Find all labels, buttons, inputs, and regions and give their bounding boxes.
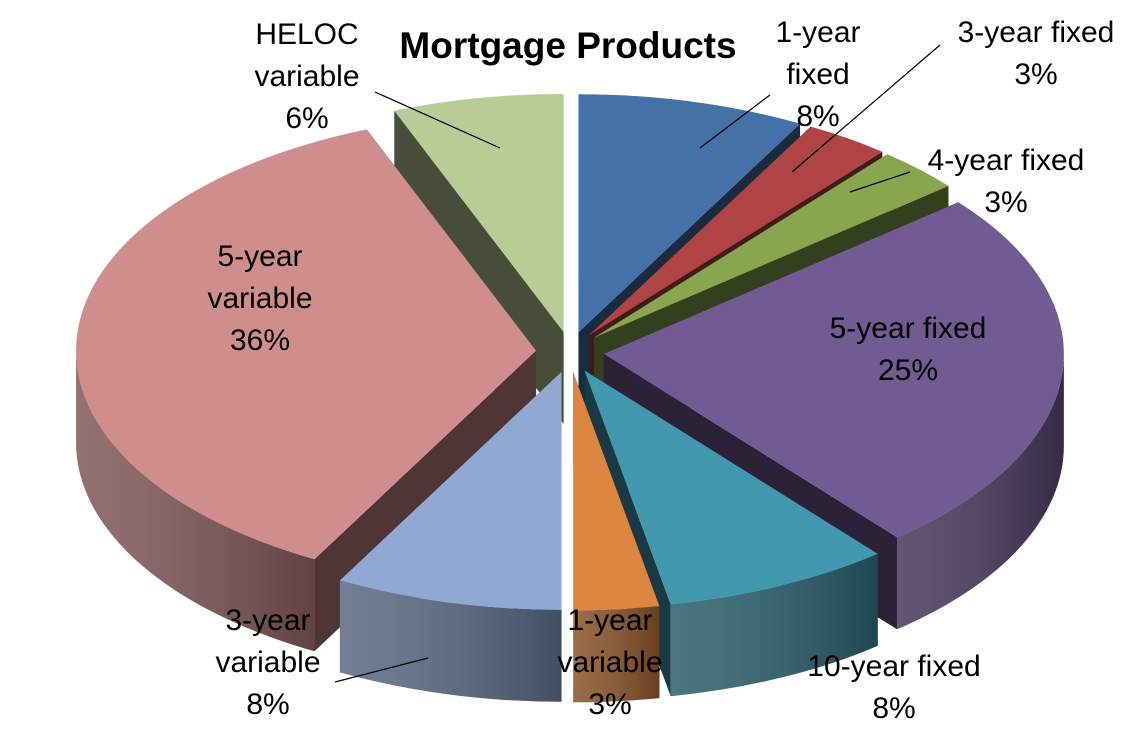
slice-top-3-year-fixed: [589, 126, 883, 336]
slice-label-line: 36%: [230, 324, 290, 357]
slice-outer-wall-shade: [339, 580, 562, 702]
slice-label-10-year-fixed: 10-year fixed 8%: [807, 650, 980, 725]
slice-label-line: 3%: [984, 186, 1027, 219]
slice-label-heloc-variable: HELOC variable 6%: [254, 18, 359, 135]
slice-outer-wall-shade: [76, 350, 315, 652]
slice-label-5-year-fixed: 5-year fixed 25%: [830, 312, 987, 387]
slice-3-year-variable: [339, 371, 562, 702]
slice-label-line: HELOC: [255, 18, 358, 51]
slice-label-line: 25%: [878, 354, 938, 387]
pie-slices: [76, 93, 1064, 703]
slice-label-line: variable: [254, 60, 359, 93]
leader-line-1-year-fixed: [699, 94, 771, 149]
slice-top-5-year-fixed: [603, 202, 1064, 538]
slice-top-5-year-variable: [76, 129, 537, 560]
slice-top-10-year-fixed: [584, 370, 878, 605]
slice-label-line: fixed: [786, 58, 849, 91]
slice-label-line: 1-year: [775, 16, 860, 49]
slice-label-line: 3-year fixed: [958, 16, 1115, 49]
slice-label-line: variable: [557, 646, 662, 679]
leader-line-heloc-variable: [374, 91, 501, 149]
slice-label-line: 1-year: [567, 604, 652, 637]
slice-label-1-year-variable: 1-year variable 3%: [557, 604, 662, 721]
slice-label-line: variable: [215, 646, 320, 679]
slice-top-3-year-variable: [339, 371, 562, 610]
slice-label-line: 4-year fixed: [928, 144, 1085, 177]
slice-label-line: 8%: [796, 100, 839, 133]
slice-label-5-year-variable: 5-year variable 36%: [207, 240, 312, 357]
slice-label-line: 5-year fixed: [830, 312, 987, 345]
slice-outer-wall-shade: [897, 353, 1064, 630]
slice-label-line: 3-year: [225, 604, 310, 637]
slice-outer-wall-shade: [670, 553, 878, 697]
leader-line-3-year-fixed: [791, 44, 941, 173]
slice-label-1-year-fixed: 1-year fixed 8%: [775, 16, 860, 133]
slice-label-line: variable: [207, 282, 312, 315]
slice-label-line: 3%: [1014, 58, 1057, 91]
slice-1-year-variable: [573, 372, 660, 703]
slice-label-3-year-fixed: 3-year fixed 3%: [958, 16, 1115, 91]
slice-label-line: 6%: [285, 102, 328, 135]
chart-title: Mortgage Products: [399, 25, 736, 66]
slice-top-1-year-fixed: [578, 94, 801, 333]
slice-label-line: 8%: [872, 692, 915, 725]
slice-label-line: 5-year: [217, 240, 302, 273]
slice-label-4-year-fixed: 4-year fixed 3%: [928, 144, 1085, 219]
slice-top-1-year-variable: [573, 372, 660, 611]
slice-5-year-variable: [76, 129, 537, 652]
leader-line-4-year-fixed: [849, 171, 911, 193]
slice-top-4-year-fixed: [594, 154, 949, 338]
slice-10-year-fixed: [584, 370, 878, 697]
slice-label-3-year-variable: 3-year variable 8%: [215, 604, 320, 721]
slice-label-line: 3%: [588, 688, 631, 721]
slice-top-heloc-variable: [394, 93, 564, 332]
slice-label-line: 8%: [246, 688, 289, 721]
leader-lines: [334, 44, 941, 683]
slice-label-line: 10-year fixed: [807, 650, 980, 683]
slice-labels: 1-year fixed 8% 3-year fixed 3% 4-year fixed 3…: [207, 16, 1114, 725]
slice-outer-wall-shade: [573, 606, 660, 703]
leader-line-3-year-variable: [334, 657, 429, 683]
